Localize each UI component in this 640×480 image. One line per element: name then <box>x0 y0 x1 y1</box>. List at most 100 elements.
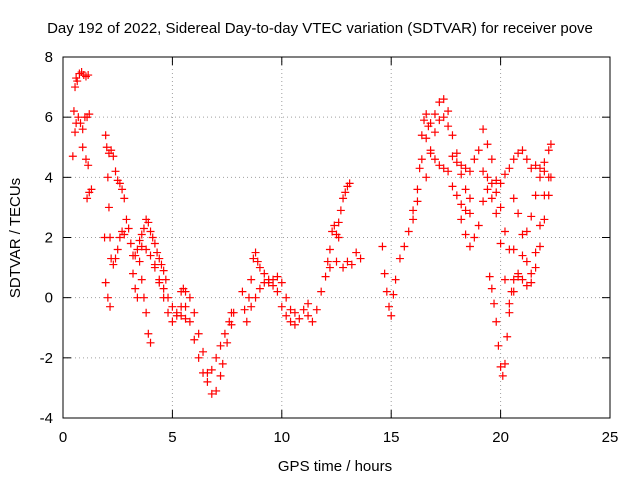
data-point <box>415 164 424 173</box>
data-point <box>164 308 173 317</box>
data-point <box>139 224 148 233</box>
data-point <box>249 254 258 263</box>
data-point <box>101 278 110 287</box>
data-point <box>199 347 208 356</box>
data-point <box>496 179 505 188</box>
data-point <box>452 158 461 167</box>
data-point <box>505 164 514 173</box>
data-point <box>273 287 282 296</box>
data-point <box>251 293 260 302</box>
data-point <box>474 221 483 230</box>
data-point <box>111 254 120 263</box>
data-point <box>494 341 503 350</box>
data-point <box>216 371 225 380</box>
data-point <box>207 389 216 398</box>
data-point <box>420 116 429 125</box>
data-point <box>150 239 159 248</box>
data-point <box>345 179 354 188</box>
data-point <box>483 173 492 182</box>
data-point <box>255 284 264 293</box>
data-point <box>509 275 518 284</box>
data-point <box>131 251 140 260</box>
data-point <box>487 284 496 293</box>
data-point <box>181 302 190 311</box>
data-point <box>142 308 151 317</box>
data-point <box>251 248 260 257</box>
data-point <box>409 215 418 224</box>
data-point <box>518 146 527 155</box>
data-point <box>323 257 332 266</box>
data-point <box>387 311 396 320</box>
data-point <box>503 332 512 341</box>
data-point <box>496 362 505 371</box>
data-point <box>223 338 232 347</box>
data-point <box>325 263 334 272</box>
data-point <box>122 215 131 224</box>
data-point <box>290 308 299 317</box>
data-point <box>448 152 457 161</box>
data-point <box>522 227 531 236</box>
data-point <box>465 167 474 176</box>
data-point <box>71 83 80 92</box>
data-point <box>474 146 483 155</box>
data-point <box>69 107 78 116</box>
data-point <box>330 221 339 230</box>
data-point <box>282 311 291 320</box>
data-point <box>448 131 457 140</box>
data-point <box>185 317 194 326</box>
data-point <box>439 95 448 104</box>
data-point <box>413 185 422 194</box>
data-point <box>514 209 523 218</box>
data-point <box>505 308 514 317</box>
data-point <box>509 245 518 254</box>
y-tick-label: 4 <box>45 169 53 186</box>
data-point <box>422 110 431 119</box>
data-point <box>514 149 523 158</box>
data-point <box>102 143 111 152</box>
data-point <box>457 170 466 179</box>
data-point <box>304 311 313 320</box>
data-point <box>81 155 90 164</box>
data-point <box>142 245 151 254</box>
data-point <box>391 275 400 284</box>
data-point <box>126 239 135 248</box>
data-point <box>290 320 299 329</box>
y-tick-label: 8 <box>45 49 53 66</box>
data-point <box>78 125 87 134</box>
data-point <box>286 305 295 314</box>
data-point <box>203 377 212 386</box>
data-point <box>492 188 501 197</box>
data-point <box>240 305 249 314</box>
data-point <box>312 305 321 314</box>
data-point <box>435 116 444 125</box>
data-point <box>527 164 536 173</box>
data-point <box>321 272 330 281</box>
data-point <box>106 233 115 242</box>
data-point <box>83 194 92 203</box>
data-point <box>73 77 82 86</box>
data-point <box>380 269 389 278</box>
data-point <box>426 149 435 158</box>
data-point <box>172 311 181 320</box>
data-point <box>465 242 474 251</box>
data-point <box>546 173 555 182</box>
data-point <box>413 197 422 206</box>
data-point <box>334 218 343 227</box>
data-point <box>308 317 317 326</box>
data-point <box>500 275 509 284</box>
data-point <box>150 263 159 272</box>
data-point <box>295 314 304 323</box>
data-point <box>144 218 153 227</box>
data-point <box>229 308 238 317</box>
data-point <box>260 269 269 278</box>
data-point <box>137 230 146 239</box>
data-point <box>304 299 313 308</box>
data-point <box>540 215 549 224</box>
data-point <box>78 143 87 152</box>
data-point <box>155 254 164 263</box>
data-point <box>422 173 431 182</box>
data-point <box>470 155 479 164</box>
data-point <box>84 71 93 80</box>
data-point <box>490 299 499 308</box>
data-point <box>522 257 531 266</box>
